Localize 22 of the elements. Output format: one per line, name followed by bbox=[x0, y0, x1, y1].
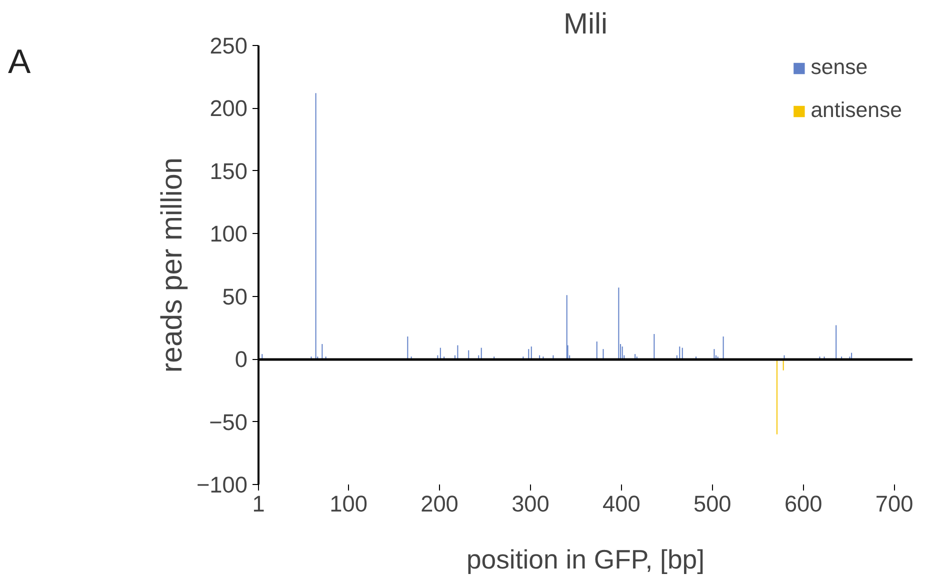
y-tick-label: −50 bbox=[209, 408, 248, 435]
y-tick-label: 100 bbox=[210, 220, 248, 247]
x-tick-label: 400 bbox=[602, 490, 640, 516]
x-tick-label: 700 bbox=[875, 490, 914, 516]
y-tick-label: 150 bbox=[210, 158, 248, 184]
x-tick-label: 300 bbox=[512, 490, 550, 516]
x-tick-label: 600 bbox=[784, 490, 822, 516]
x-tick-label: 100 bbox=[330, 490, 368, 516]
x-tick-label: 500 bbox=[693, 490, 732, 516]
y-tick-label: 250 bbox=[210, 32, 248, 58]
x-tick-label: 1 bbox=[252, 490, 265, 516]
legend-label: antisense bbox=[810, 98, 902, 123]
x-axis-title: position in GFP, [bp] bbox=[466, 544, 705, 574]
x-tick-label: 200 bbox=[420, 490, 458, 516]
text: A bbox=[8, 42, 31, 83]
y-tick-label: 0 bbox=[234, 346, 248, 372]
y-tick-label: −100 bbox=[196, 472, 248, 498]
legend-label: sense bbox=[810, 55, 868, 80]
y-tick-label: 200 bbox=[210, 95, 248, 122]
chart-title: Mili bbox=[564, 8, 608, 40]
y-axis-title: reads per million bbox=[155, 157, 188, 373]
y-tick-label: 50 bbox=[222, 283, 248, 310]
